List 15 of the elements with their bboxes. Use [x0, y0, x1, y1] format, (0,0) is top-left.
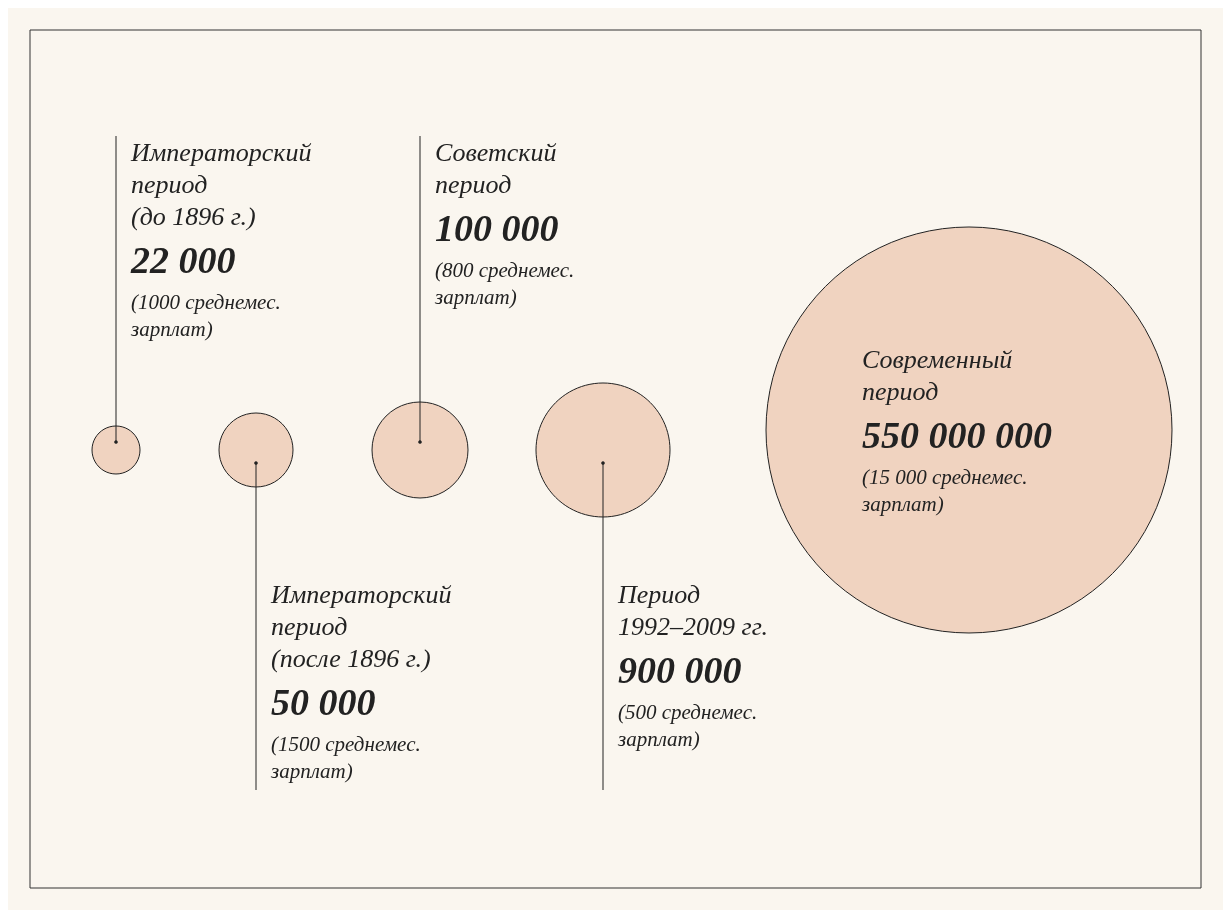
text: (1500 среднемес. зарплат) [271, 731, 421, 783]
category-label: Императорский период (до 1896 г.) [130, 137, 312, 231]
category-label: Период 1992–2009 гг. [617, 579, 768, 641]
text: (500 среднемес. зарплат) [618, 699, 758, 751]
category-label: Советский период [435, 137, 557, 199]
data-label: 100 000 [435, 207, 559, 249]
data-label: 900 000 [618, 649, 742, 691]
data-label: 50 000 [271, 681, 376, 723]
category-label: Современный период [862, 344, 1013, 406]
data-label: 22 000 [130, 239, 236, 281]
text: (15 000 среднемес. зарплат) [862, 464, 1028, 516]
data-label: 550 000 000 [862, 414, 1052, 456]
text: (1000 среднемес. зарплат) [131, 289, 281, 341]
category-label: Императорский период (после 1896 г.) [270, 579, 452, 673]
text: (800 среднемес. зарплат) [435, 257, 575, 309]
